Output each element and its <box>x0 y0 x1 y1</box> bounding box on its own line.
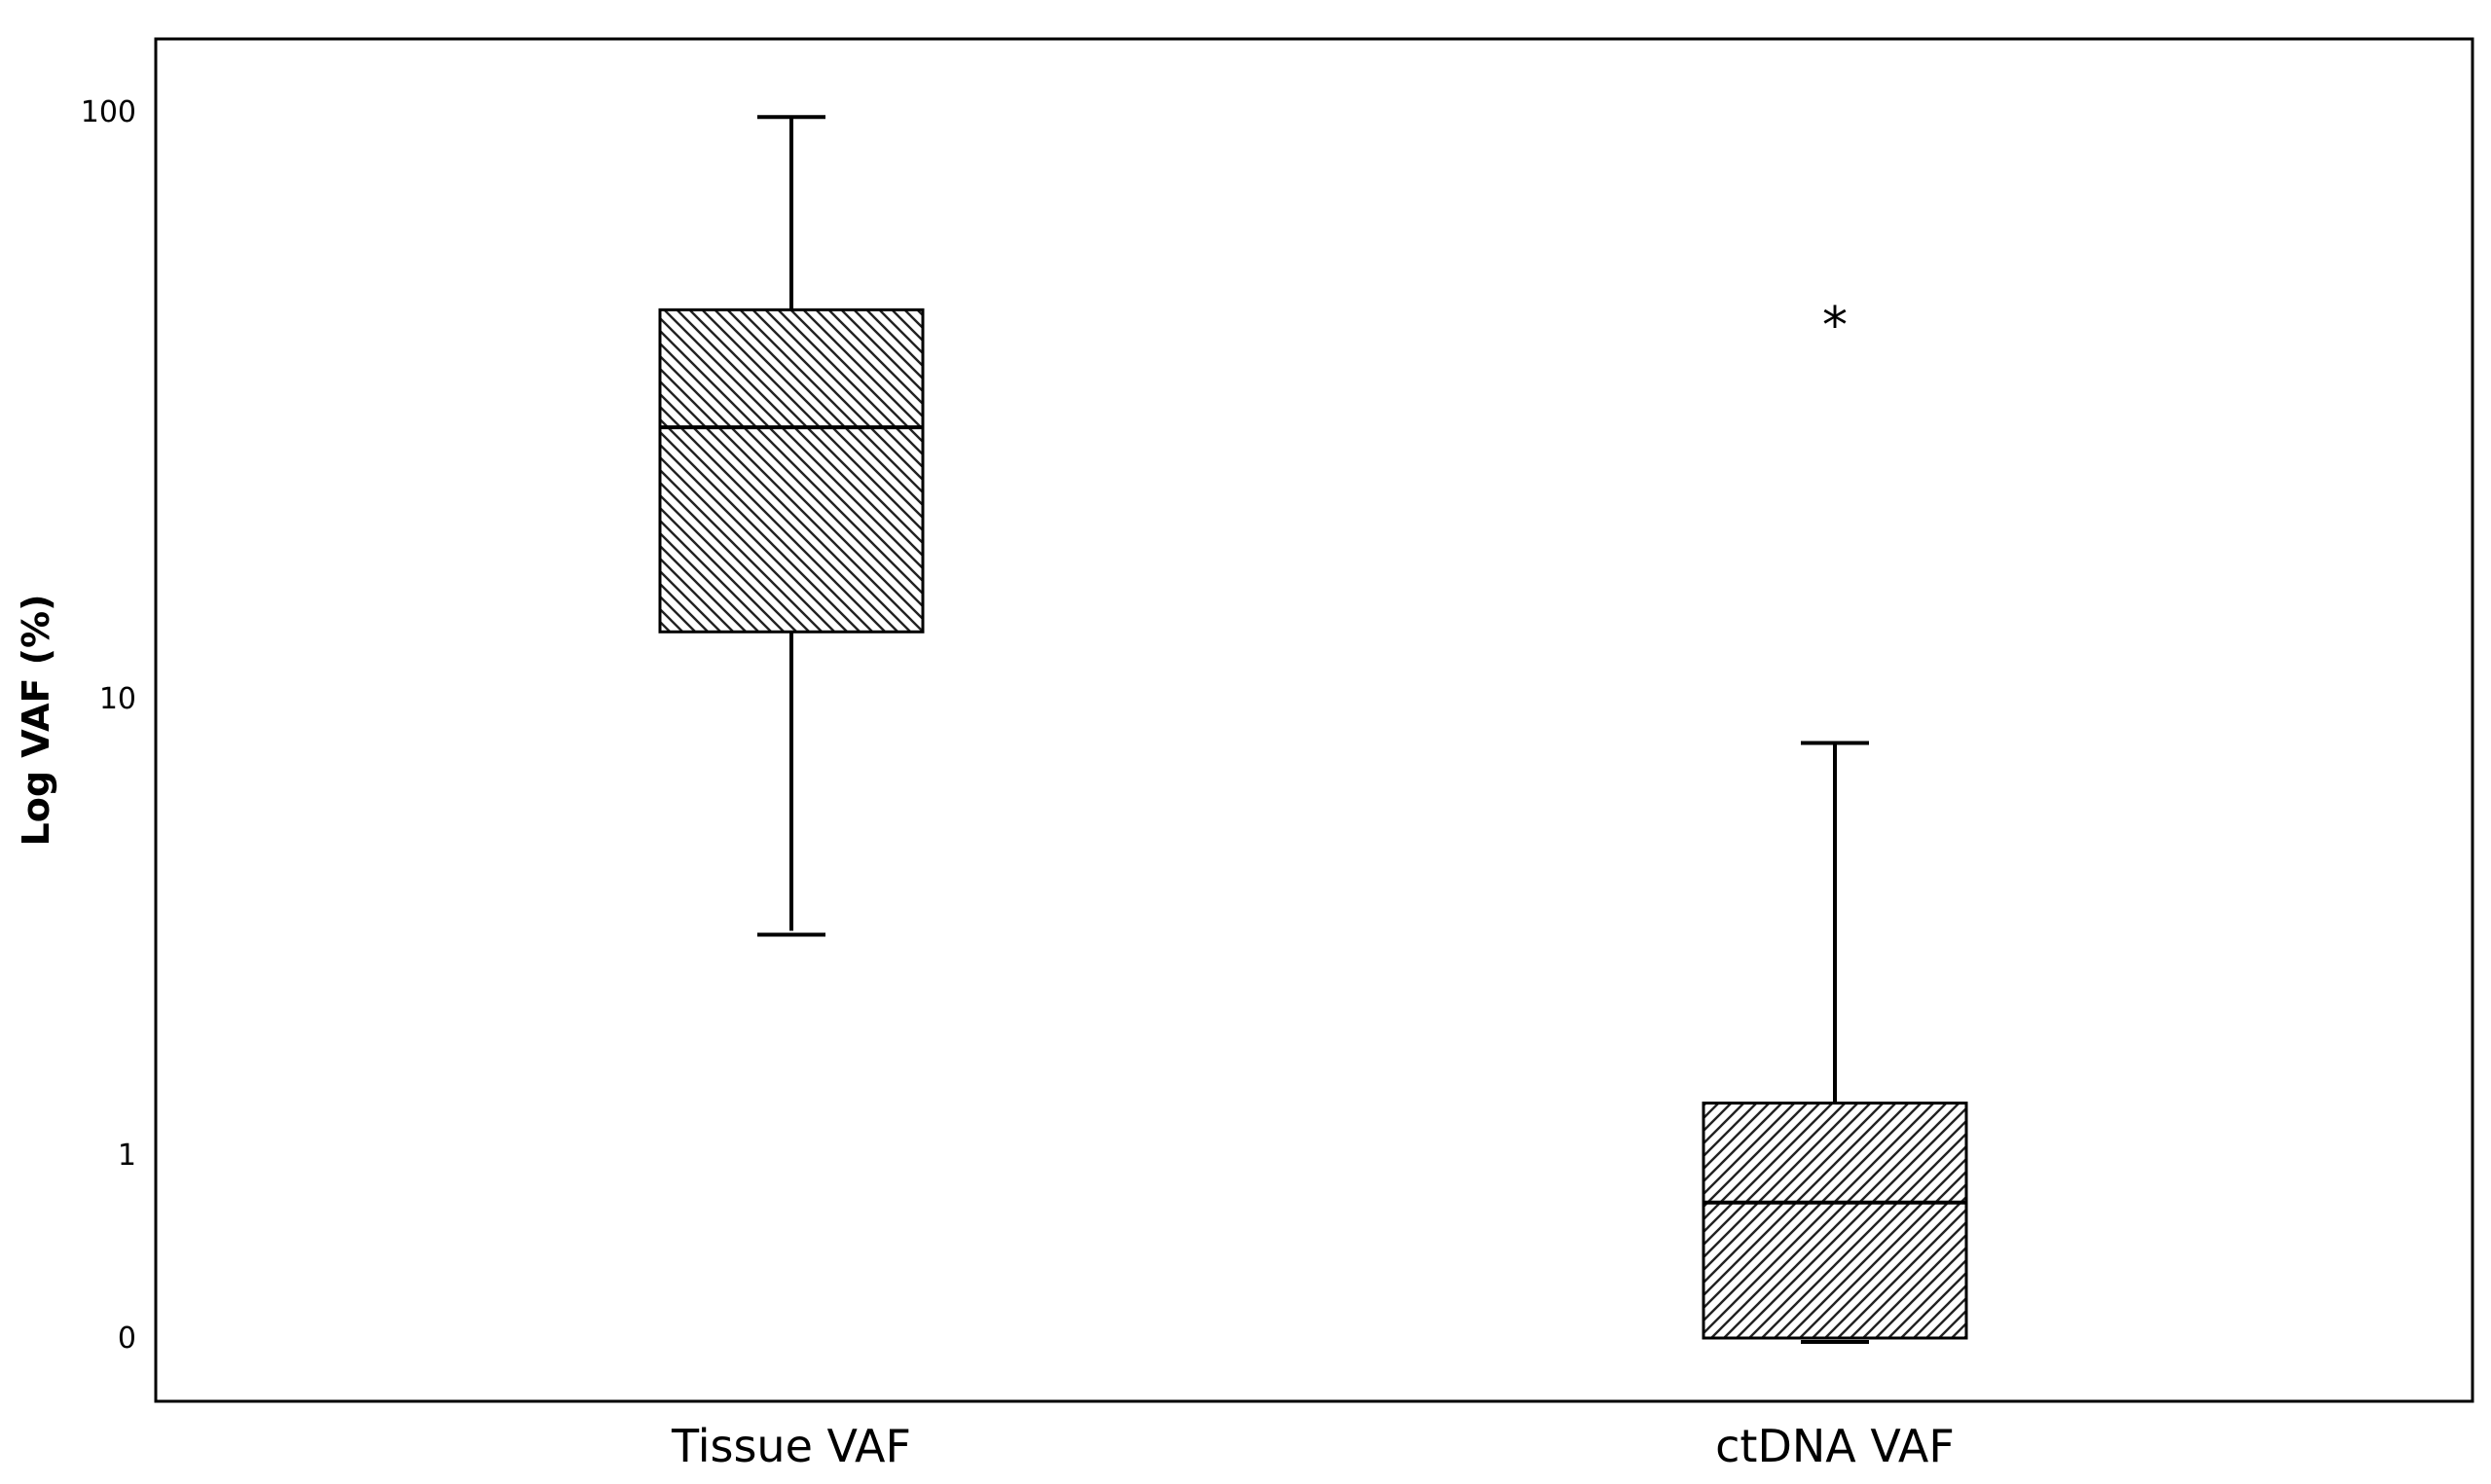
x-category-label: ctDNA VAF <box>1715 1420 1955 1472</box>
x-axis: Tissue VAF ctDNA VAF <box>671 1420 1955 1472</box>
box-tissue-vaf <box>658 115 925 937</box>
y-tick-label: 10 <box>99 682 136 716</box>
box-group: * <box>658 115 1968 1344</box>
iqr-box <box>1702 1102 1968 1340</box>
box-ctdna-vaf: * <box>1702 297 1968 1344</box>
iqr-box <box>658 308 925 633</box>
y-axis-title: Log VAF (%) <box>15 595 57 847</box>
x-category-label: Tissue VAF <box>671 1420 911 1472</box>
y-axis: 0 1 10 100 <box>81 95 136 1356</box>
y-tick-label: 1 <box>118 1139 136 1173</box>
y-tick-label: 100 <box>81 95 136 129</box>
y-tick-label: 0 <box>118 1321 136 1356</box>
outlier-marker: * <box>1822 297 1848 355</box>
plot-area-frame <box>154 37 2474 1403</box>
